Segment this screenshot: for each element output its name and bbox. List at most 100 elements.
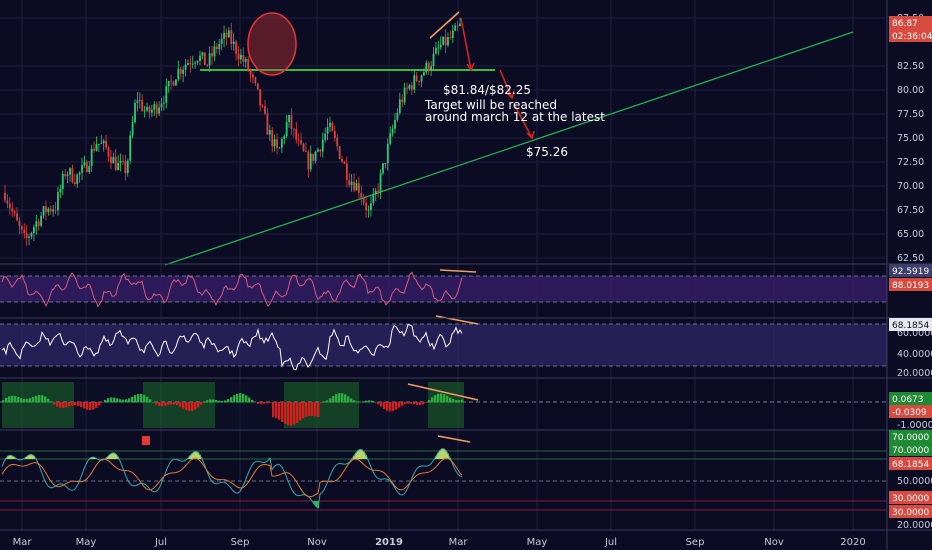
candle-body [122,161,124,162]
candle-body [297,139,300,141]
value-badge-text: 68.1854 [892,460,929,470]
oscillator-bar [248,397,251,403]
value-badge-text: -0.0309 [892,408,927,418]
candle-body [254,77,257,84]
oscillator-bar [407,402,410,404]
oscillator-bar [17,397,20,403]
candle-body [179,68,182,74]
oscillator-bar [419,402,422,406]
candle-body [155,104,158,114]
candle-body [353,181,355,191]
candle-body [196,60,199,63]
oscillator-shade [263,382,266,428]
oscillator-bar [56,402,59,407]
candle-body [317,149,319,152]
time-tick-label: May [76,537,97,548]
candle-body [459,23,461,27]
candle-body [76,174,79,185]
candle-body [343,161,346,164]
price-candles [4,17,461,246]
oscillator-bar [329,398,332,403]
candle-body [321,139,324,152]
candle-body [295,128,298,140]
candle-body [206,64,209,66]
candle-body [382,163,384,174]
oscillator-bars [2,393,464,426]
candle-body [235,41,238,54]
oscillator-bar [422,402,425,405]
oscillator-bar [338,393,341,403]
candle-body [230,30,233,44]
candle-body [292,128,295,130]
oscillator-bar [104,399,107,403]
mfi-panel[interactable] [0,435,887,511]
candle-body [394,119,396,129]
candle-body [165,86,168,103]
oscillator-bar [152,401,155,403]
oscillator-bar [116,398,119,403]
rsi-panel[interactable] [0,315,887,371]
candle-body [268,130,271,135]
price-panel[interactable]: $81.84/$82.25 Target will be reached aro… [4,11,854,266]
oscillator-bar [305,402,308,417]
oscillator-bar [206,400,209,403]
candle-body [114,156,117,171]
candle-body [422,72,425,76]
oscillator-bar [275,402,278,419]
candle-body [266,113,269,135]
oscillator-bar [113,397,116,403]
candle-body [357,183,360,193]
oscillator-panel[interactable] [0,382,887,428]
oscillator-bar [119,399,122,403]
oscillator-bar [80,402,83,408]
oscillator-bar [302,402,305,419]
candle-body [413,75,416,90]
oscillator-bar [326,400,329,403]
oscillator-bar [443,394,446,403]
stochastic-panel[interactable] [0,269,887,308]
oscillator-shade [227,382,230,428]
oscillator-shade [5,382,8,428]
candle-body [362,197,365,204]
oscillator-shade [341,382,344,428]
candle-body [170,81,173,82]
oscillator-bar [143,394,146,403]
oscillator-shade [233,382,236,428]
time-axis[interactable]: Mar May Jul Sep Nov 2019 Mar May Jul Sep Nov 2020 [13,537,866,548]
candle-body [18,220,21,227]
oscillator-bar [455,400,458,403]
oscillator-bar [89,402,92,411]
oscillator-bar [452,399,455,403]
oscillator-bar [137,394,140,403]
value-badge [889,491,932,504]
candle-body [35,221,38,228]
oscillator-shade [116,382,119,428]
value-badge [889,29,932,42]
oscillator-bar [227,399,230,403]
value-badge [889,264,932,277]
oscillator-bar [425,402,428,403]
oscillator-bar [386,402,389,411]
candle-body [280,139,283,148]
oscillator-shade [248,382,251,428]
candle-body [32,227,35,233]
candle-body [66,174,69,177]
price-tick-label: 62.50 [897,253,924,264]
oscillator-shade [425,382,428,428]
candle-body [131,122,134,136]
oscillator-bar [71,402,74,406]
oscillator-shade [128,382,131,428]
oscillator-shade [104,382,107,428]
candle-body [300,139,303,144]
candle-body [203,52,206,65]
oscillator-bar [335,394,338,403]
oscillator-bar [371,400,374,403]
oscillator-bar [293,402,296,425]
oscillator-shade [11,382,14,428]
candle-body [40,215,43,226]
candle-body [252,74,254,78]
candle-body [158,107,160,114]
oscillator-shade [239,382,242,428]
candle-body [138,99,141,101]
